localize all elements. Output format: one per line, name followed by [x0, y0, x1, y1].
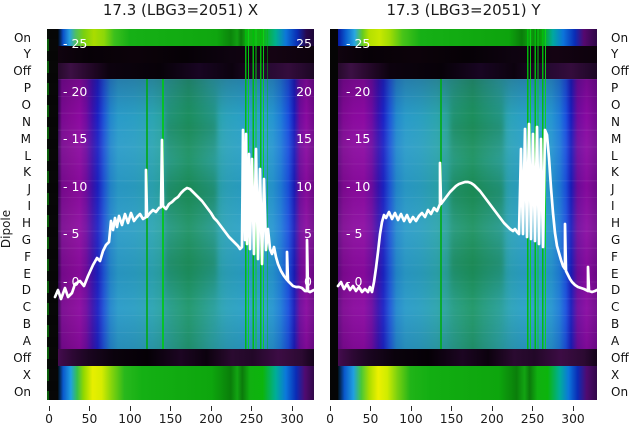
row-label: Y	[611, 47, 619, 62]
panel-x-title: 17.3 (LBG3=2051) X	[102, 1, 259, 19]
overlay-line	[53, 128, 314, 301]
row-label: M	[20, 131, 31, 146]
x-tick-label: 50	[81, 412, 98, 426]
x-tick-mark	[48, 406, 50, 411]
green-blotch-column	[165, 79, 217, 349]
row-label: K	[23, 165, 31, 180]
row-label: H	[611, 216, 621, 230]
row-label: Off	[611, 350, 629, 365]
row-label: Y	[23, 47, 31, 62]
x-tick-mark	[370, 406, 372, 411]
overlay-line	[336, 122, 597, 294]
row-label: M	[611, 131, 622, 146]
overlay-line-plot	[336, 122, 597, 294]
row-label: J	[611, 182, 615, 197]
x-tick-label: 150	[158, 412, 183, 426]
x-tick-mark	[210, 406, 212, 411]
x-tick-label: 300	[561, 412, 585, 426]
row-label: K	[611, 165, 619, 180]
row-label: C	[611, 300, 620, 315]
thin-green-streak	[162, 79, 164, 349]
thin-green-streak	[440, 79, 442, 349]
x-tick-label: 250	[239, 412, 264, 426]
row-label: Off	[611, 64, 629, 79]
x-tick-label: 200	[199, 412, 223, 426]
row-label: Off	[13, 350, 31, 365]
band-on-bottom	[58, 366, 314, 400]
row-label: F	[611, 249, 618, 264]
x-tick-mark	[129, 406, 131, 411]
row-label: L	[611, 148, 618, 163]
x-tick-label: 100	[399, 412, 423, 426]
heatmap-body	[58, 79, 314, 349]
x-tick-label: 0	[326, 412, 334, 426]
row-label: B	[22, 317, 31, 332]
panel-y-title: 17.3 (LBG3=2051) Y	[386, 1, 541, 19]
row-label: Off	[13, 64, 31, 79]
row-label: On	[13, 30, 31, 45]
row-label: P	[611, 81, 619, 96]
row-label: On	[13, 384, 31, 399]
x-tick-mark	[451, 406, 453, 411]
overlay-line-plot	[53, 128, 314, 301]
row-label: A	[22, 334, 31, 349]
green-blotch-column	[450, 79, 504, 349]
x-tick-label: 100	[118, 412, 142, 426]
row-label: A	[611, 334, 620, 349]
row-label: I	[611, 199, 615, 214]
x-tick-mark	[170, 406, 172, 411]
row-label: X	[22, 367, 31, 382]
x-tick-mark	[572, 406, 574, 411]
x-tick-mark	[89, 406, 91, 411]
row-label: O	[611, 97, 621, 112]
row-label: On	[611, 384, 629, 399]
y-axis-label-dipole: Dipole	[0, 209, 13, 249]
x-tick-label: 50	[362, 412, 379, 426]
heatmap-panel-x: - 25- 20- 15- 10- 5- 0 25 20 15 10 5 0	[47, 29, 314, 400]
x-tick-mark	[251, 406, 253, 411]
x-tick-mark	[491, 406, 493, 411]
row-label: B	[611, 317, 620, 332]
band-off-bottom	[338, 349, 597, 366]
x-tick-mark	[532, 406, 534, 411]
row-label: On	[611, 30, 629, 45]
x-tick-label: 0	[45, 412, 53, 426]
panel-left-edge	[330, 29, 338, 400]
panel-left-edge	[47, 29, 58, 400]
row-label: O	[21, 97, 31, 112]
x-tick-mark	[291, 406, 293, 411]
row-label: L	[24, 148, 31, 163]
x-tick-label: 250	[520, 412, 545, 426]
band-off-bottom	[58, 349, 314, 366]
row-label: C	[22, 300, 31, 315]
row-label: G	[611, 232, 621, 247]
band-on-bottom	[338, 366, 597, 400]
x-tick-mark	[329, 406, 331, 411]
row-label: D	[611, 283, 621, 298]
row-label: X	[611, 367, 620, 382]
row-label: N	[611, 114, 620, 129]
x-tick-label: 300	[280, 412, 304, 426]
row-label: P	[23, 81, 31, 96]
row-label: N	[22, 114, 31, 129]
row-label: D	[21, 283, 31, 298]
x-tick-label: 150	[439, 412, 464, 426]
row-label: E	[611, 266, 619, 281]
x-tick-mark	[410, 406, 412, 411]
heatmap-panel-y: - 25- 20- 15- 10- 5- 0	[330, 29, 597, 400]
x-tick-label: 200	[480, 412, 504, 426]
